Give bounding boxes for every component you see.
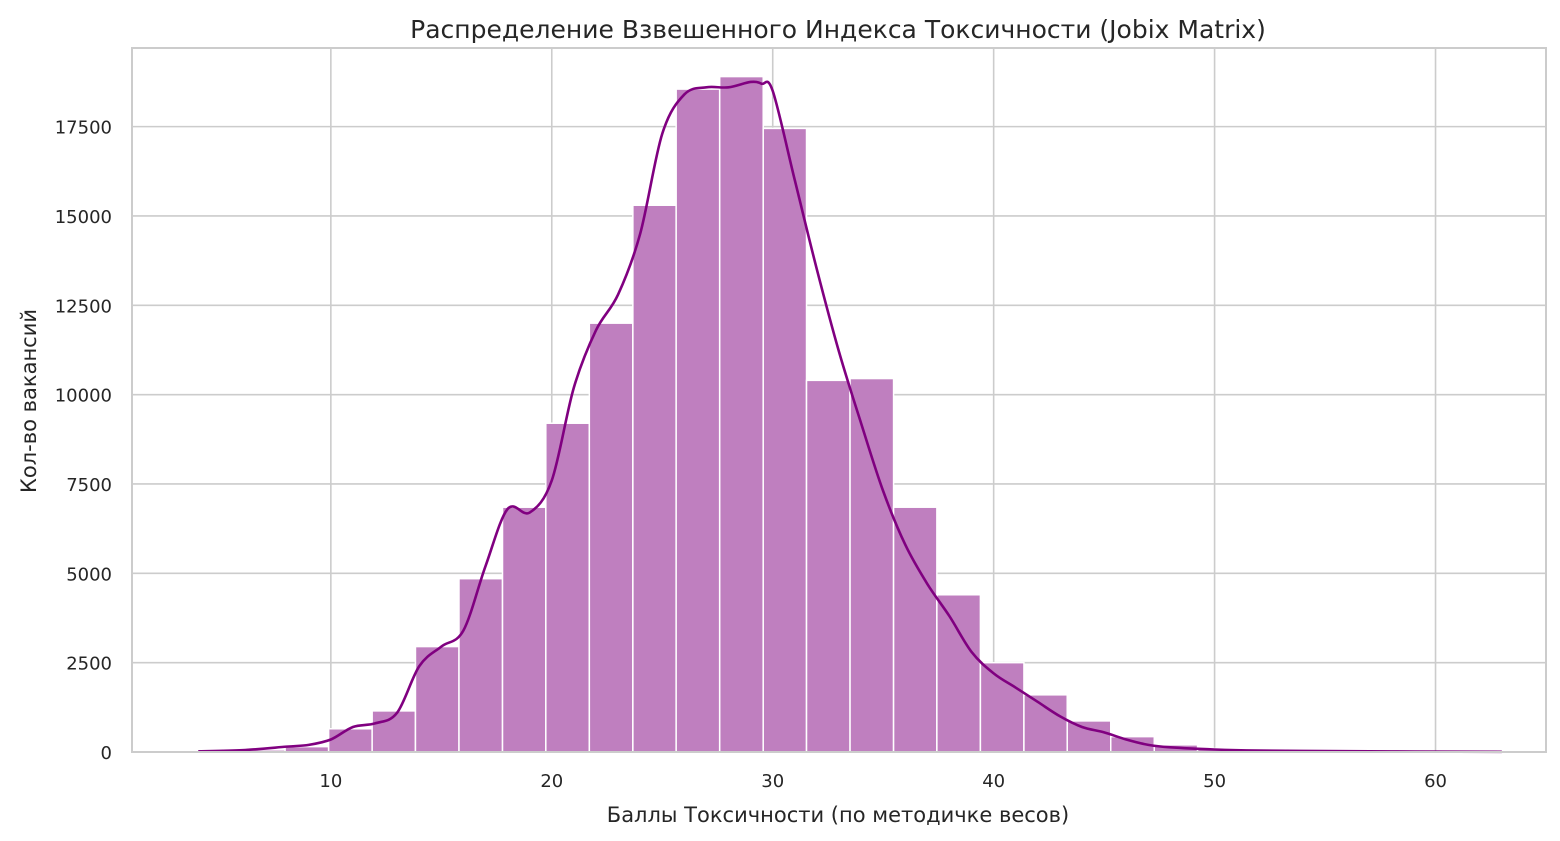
x-tick-label: 30	[761, 771, 784, 792]
histogram-bar	[718, 75, 764, 753]
y-tick-label: 12500	[55, 296, 112, 317]
x-tick-label: 50	[1203, 771, 1226, 792]
x-tick-labels: 10 20 30 40 50 60	[319, 771, 1447, 792]
histogram-bar	[501, 506, 547, 753]
histogram-bar	[545, 422, 591, 753]
y-tick-label: 17500	[55, 118, 112, 139]
y-axis-label: Кол-во вакансий	[17, 309, 41, 493]
histogram-bar	[936, 594, 982, 753]
histogram-bar	[675, 88, 721, 753]
y-tick-labels: 0 2500 5000 7500 10000 12500 15000 17500	[55, 118, 112, 764]
histogram-bar	[1023, 694, 1068, 753]
plot-frame	[131, 47, 1547, 753]
histogram-bar	[588, 322, 634, 753]
y-tick-label: 7500	[66, 475, 112, 496]
x-axis-label: Баллы Токсичности (по методичке весов)	[607, 803, 1069, 827]
x-tick-label: 60	[1424, 771, 1447, 792]
y-tick-label: 2500	[66, 654, 112, 675]
histogram-bar	[1066, 720, 1112, 753]
x-tick-label: 10	[319, 771, 342, 792]
y-tick-label: 5000	[66, 564, 112, 585]
y-tick-label: 0	[101, 743, 112, 764]
histogram-bar	[327, 728, 373, 753]
chart-title: Распределение Взвешенного Индекса Токсич…	[410, 15, 1266, 44]
kde-curve	[198, 80, 1502, 754]
kde-curve-layer	[198, 80, 1502, 754]
y-tick-label: 15000	[55, 207, 112, 228]
histogram-bar	[979, 661, 1025, 753]
x-tick-label: 40	[982, 771, 1005, 792]
histogram-bar	[849, 377, 895, 753]
axes-frame	[131, 47, 1547, 753]
histogram-bar	[762, 127, 808, 753]
histogram-bar	[805, 379, 851, 753]
y-tick-label: 10000	[55, 386, 112, 407]
histogram-bar	[632, 204, 677, 753]
histogram-bar	[892, 506, 938, 753]
histogram-bar	[458, 577, 504, 753]
histogram-bars	[197, 75, 1503, 753]
x-tick-label: 20	[540, 771, 563, 792]
